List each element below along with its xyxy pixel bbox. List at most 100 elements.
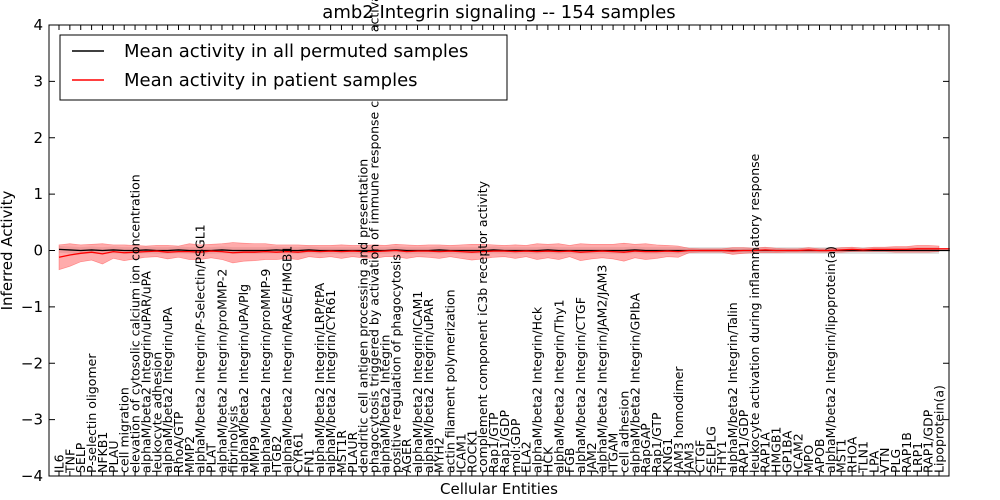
x-category-label: alphaM/beta2 Integrin/Thy1 [551, 299, 566, 473]
x-category-label: SELP [73, 442, 88, 473]
x-category-label: Rap1/GTP [486, 412, 501, 473]
chart-title: amb2 Integrin signaling -- 154 samples [322, 2, 675, 23]
x-category-label: alphaM/beta2 Integrin/CTGF [573, 297, 588, 473]
x-category-label: RAP1B [899, 432, 914, 473]
x-category-label: GP1BA [779, 430, 794, 473]
x-category-label: cell migration [117, 387, 132, 473]
x-category-label: Rap1/GTP [649, 412, 664, 473]
x-category-label: positive regulation of phagocytosis [388, 254, 403, 473]
x-category-label: FN1 [301, 449, 316, 474]
x-category-label: SELPLG [703, 426, 718, 473]
x-category-label: PLAU [106, 441, 121, 474]
x-category-label: P-selectin oligomer [84, 353, 99, 473]
x-category-label: alphaM/beta2 Integrin/Talin [725, 302, 740, 473]
y-tick-label: 2 [33, 129, 43, 147]
x-category-label: alphaM/beta2 Integrin/uPAR [421, 298, 436, 473]
y-tick-label: 0 [33, 242, 43, 260]
x-category-label: RAP1A [758, 432, 773, 473]
x-category-label: alphaM/beta2 Integrin/LRP/tPA [312, 282, 327, 473]
x-category-label: alphaM/beta2 Integrin/uPA/Plg [236, 284, 251, 473]
x-category-label: ICAM1 [453, 433, 468, 473]
x-category-label: APOB [812, 438, 827, 473]
x-category-label: alphaM/beta2 Integrin/P-Selectin/PSGL1 [193, 224, 208, 473]
x-axis-label: Cellular Entities [440, 480, 558, 498]
x-category-label: CTGF [692, 440, 707, 473]
x-category-label: elevation of cytosolic calcium ion conce… [128, 174, 143, 473]
x-category-label: FGB [562, 448, 577, 473]
x-category-label: THY1 [714, 440, 729, 474]
x-category-label: HCK [540, 446, 555, 473]
x-category-label: Lipoprotein(a) [932, 385, 947, 473]
x-category-label: MST1 [834, 439, 849, 473]
x-category-label: CYR61 [291, 432, 306, 473]
x-category-label: TLN1 [855, 441, 870, 474]
x-category-label: JAM3 [682, 442, 697, 474]
x-category-label: leukocyte adhesion [149, 352, 164, 473]
legend-label: Mean activity in all permuted samples [124, 41, 468, 62]
x-category-label: MYH2 [432, 437, 447, 473]
y-tick-label: −4 [21, 467, 43, 485]
x-category-label: alphaM/beta2 Integrin/RAGE/HMGB1 [280, 246, 295, 473]
x-category-label: fibrinolysis [225, 406, 240, 473]
x-category-label: actin filament polymerization [443, 289, 458, 473]
x-category-label: RhoA/GTP [171, 411, 186, 473]
lines-layer [58, 248, 950, 258]
patient-band [58, 242, 940, 271]
legend-label: Mean activity in patient samples [124, 70, 418, 91]
x-category-label: complement component iC3b receptor activ… [475, 180, 490, 473]
x-category-label: MST1R [334, 430, 349, 473]
x-category-label: PLG [888, 449, 903, 473]
x-category-label: RapGAP [638, 423, 653, 473]
x-category-label: ICAM2 [790, 433, 805, 473]
x-category-label: AGER [399, 438, 414, 473]
x-category-label: IL6 [52, 454, 67, 473]
x-category-label: ITGB2 [269, 435, 284, 473]
x-category-label: alphaM/beta2 Integrin/lipoprotein(a) [823, 246, 838, 473]
x-category-label: RAP1/GDP [921, 409, 936, 473]
x-category-label: cell adhesion [616, 391, 631, 473]
x-category-label: KNG1 [660, 438, 675, 473]
x-category-label: phagocytosis triggered by activation of … [367, 0, 382, 473]
legend: Mean activity in all permuted samples Mea… [59, 34, 508, 101]
x-category-label: leukocyte activation during inflammatory… [747, 153, 762, 473]
x-category-label: ELA2 [519, 441, 534, 473]
x-category-label: alphaM/beta2 Integrin/JAM2/JAM3 [595, 265, 610, 473]
y-tick-label: −2 [21, 354, 43, 372]
x-category-label: RAP1/GDP [736, 409, 751, 473]
x-category-label: HMGB1 [769, 427, 784, 473]
x-category-label: dendritic cell antigen processing and pr… [356, 159, 371, 473]
x-category-label: NFKB1 [95, 432, 110, 473]
y-tick-label: 3 [33, 72, 43, 90]
x-category-label: PLAUR [345, 432, 360, 473]
y-tick-label: 4 [33, 16, 43, 34]
x-category-label: LRP1 [910, 442, 925, 473]
x-category-label: MMP9 [247, 436, 262, 473]
x-category-label: alphaM/beta2 Integrin [377, 335, 392, 473]
x-category-label: alphaM/beta2 Integrin/CYR61 [323, 290, 338, 473]
y-axis-label: Inferred Activity [0, 190, 16, 310]
x-category-label: RHOA [845, 436, 860, 473]
legend-box [59, 34, 508, 101]
x-category-label: ROCK1 [464, 430, 479, 473]
y-tick-label: −3 [21, 411, 43, 429]
x-category-label: LPA [866, 450, 881, 473]
x-category-label: alphaM/beta2 Integrin/proMMP-9 [258, 269, 273, 473]
x-category-label: alphaM/beta2 Integrin/ICAM1 [410, 291, 425, 473]
x-category-label: JAM3 homodimer [671, 366, 686, 474]
x-category-label: PLAT [204, 443, 219, 473]
x-category-label: TNF [62, 449, 77, 474]
x-category-label: MPO [801, 445, 816, 473]
axes-layer: −4 −3 −2 −1 0 1 2 3 4 [21, 16, 950, 485]
x-category-label: mol:GDP [508, 418, 523, 473]
x-category-label: MMP2 [182, 436, 197, 473]
x-category-label: Rap1/GDP [497, 410, 512, 473]
x-category-label: alphaM/beta2 Integrin/GPIbA [627, 293, 642, 473]
x-category-label: alphaM/beta2 Integrin/uPAR/uPA [138, 271, 153, 473]
x-category-label: alphaM/beta2 Integrin/Hck [530, 306, 545, 473]
series-line-patient [58, 248, 950, 258]
y-tick-label: 1 [33, 185, 43, 203]
x-category-label: ITGAM [606, 433, 621, 473]
x-category-label: VTN [877, 447, 892, 473]
